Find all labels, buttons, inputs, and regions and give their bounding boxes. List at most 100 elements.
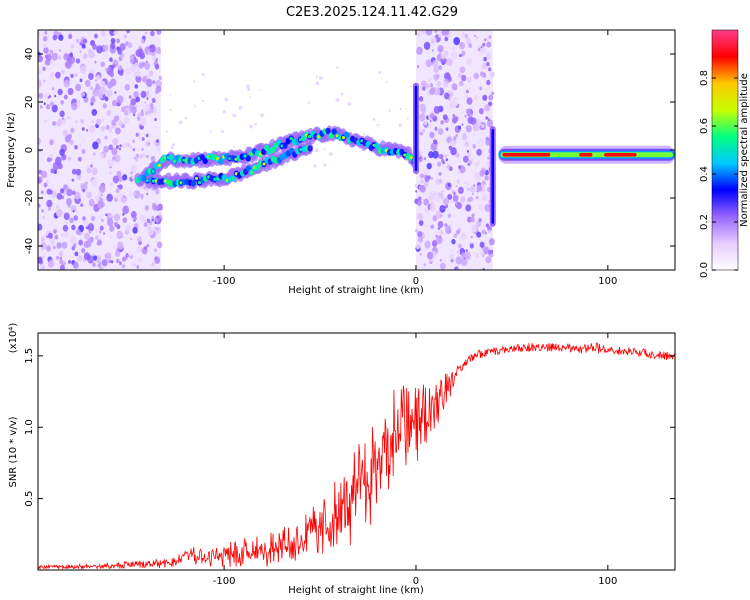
noise-blob <box>59 148 65 156</box>
noise-blob <box>119 70 124 77</box>
noise-blob <box>68 34 73 40</box>
noise-blob <box>470 216 475 223</box>
noise-blob <box>139 214 147 223</box>
noise-blob <box>440 120 444 125</box>
noise-blob <box>40 241 47 250</box>
noise-blob <box>100 153 104 159</box>
noise-blob <box>47 232 53 239</box>
noise-blob <box>130 165 137 173</box>
noise-blob <box>448 145 453 150</box>
noise-blob <box>451 238 456 245</box>
noise-blob <box>447 213 452 219</box>
noise-blob <box>71 178 75 182</box>
noise-region <box>38 30 163 270</box>
noise-blob <box>82 216 86 221</box>
noise-blob <box>435 194 442 203</box>
noise-blob <box>485 223 489 228</box>
noise-blob <box>59 110 65 118</box>
noise-blob <box>418 220 424 226</box>
noise-blob <box>70 73 74 79</box>
noise-blob <box>437 128 444 135</box>
noise-blob <box>461 134 468 141</box>
noise-blob <box>81 149 86 155</box>
noise-blob <box>99 230 102 234</box>
noise-blob <box>144 62 151 71</box>
noise-blob <box>111 147 118 156</box>
noise-blob <box>144 205 150 211</box>
noise-blob <box>139 111 145 117</box>
noise-blob <box>466 76 472 83</box>
noise-blob <box>92 255 98 261</box>
noise-blob <box>486 41 492 48</box>
noise-blob <box>487 249 492 255</box>
noise-blob <box>459 41 466 50</box>
noise-blob <box>90 96 96 104</box>
noise-blob <box>429 131 435 139</box>
noise-blob <box>438 32 443 38</box>
noise-blob <box>105 252 112 261</box>
noise-blob <box>142 152 146 158</box>
noise-blob <box>446 58 453 67</box>
noise-blob <box>482 42 486 47</box>
noise-blob <box>38 55 43 63</box>
noise-blob <box>433 87 441 96</box>
spike <box>489 126 496 227</box>
noise-blob <box>45 179 49 184</box>
noise-blob <box>65 197 72 206</box>
faint-dot <box>170 146 174 150</box>
noise-blob <box>72 261 79 269</box>
noise-blob <box>148 93 152 98</box>
ridge-blob <box>218 157 224 165</box>
lower-ridge <box>143 141 314 190</box>
noise-blob <box>69 217 74 224</box>
ridge-core <box>157 163 161 167</box>
noise-blob <box>58 49 62 52</box>
noise-blob <box>149 102 154 108</box>
noise-blob <box>88 72 94 81</box>
noise-blob <box>54 94 57 98</box>
noise-blob <box>430 142 438 151</box>
noise-blob <box>140 193 144 199</box>
noise-blob <box>67 134 71 138</box>
noise-blob <box>451 51 458 60</box>
noise-blob <box>133 62 139 69</box>
noise-blob <box>156 30 162 35</box>
noise-blob <box>460 233 467 240</box>
ridge-core <box>216 177 220 181</box>
noise-blob <box>121 264 126 269</box>
noise-blob <box>86 191 92 199</box>
noise-blob <box>80 119 85 124</box>
noise-blob <box>129 145 132 149</box>
noise-blob <box>458 165 462 170</box>
noise-blob <box>109 225 115 232</box>
noise-blob <box>91 120 95 124</box>
noise-blob <box>88 50 95 59</box>
noise-blob <box>60 100 65 105</box>
faint-dot <box>169 108 172 111</box>
ridge-core <box>277 140 281 145</box>
noise-blob <box>135 157 138 162</box>
noise-blob <box>480 47 486 54</box>
noise-blob <box>137 113 141 118</box>
noise-blob <box>465 37 472 45</box>
spectrogram-panel: -100 0 100 -40 -20 0 20 40 Height of straight l… <box>6 29 676 296</box>
noise-blob <box>114 115 120 122</box>
noise-blob <box>153 226 156 230</box>
noise-blob <box>91 215 96 222</box>
noise-blob <box>78 239 84 246</box>
noise-blob <box>414 228 418 233</box>
noise-blob <box>436 81 442 87</box>
noise-blob <box>70 205 77 213</box>
noise-blob <box>434 30 438 33</box>
noise-blob <box>419 113 426 122</box>
noise-blob <box>421 30 427 34</box>
noise-blob <box>460 196 466 203</box>
noise-blob <box>441 190 444 193</box>
noise-blob <box>143 222 148 228</box>
noise-blob <box>100 30 106 37</box>
noise-blob <box>54 234 59 240</box>
noise-blob <box>109 214 112 218</box>
noise-blob <box>128 61 132 64</box>
noise-blob <box>124 84 130 91</box>
noise-blob <box>146 243 150 248</box>
